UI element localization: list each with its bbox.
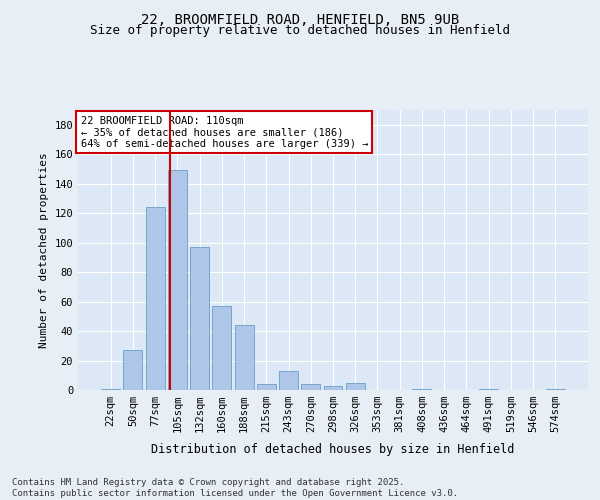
Bar [323,386,343,390]
Bar [346,382,365,390]
Bar [412,388,431,390]
Bar [146,208,164,390]
Text: Contains HM Land Registry data © Crown copyright and database right 2025.
Contai: Contains HM Land Registry data © Crown c… [12,478,458,498]
Bar [212,306,231,390]
Bar [546,388,565,390]
Bar [257,384,276,390]
Y-axis label: Number of detached properties: Number of detached properties [39,152,49,348]
Bar [301,384,320,390]
Bar [101,388,120,390]
Bar [124,350,142,390]
Text: 22 BROOMFIELD ROAD: 110sqm
← 35% of detached houses are smaller (186)
64% of sem: 22 BROOMFIELD ROAD: 110sqm ← 35% of deta… [80,116,368,149]
Bar [235,325,254,390]
Bar [168,170,187,390]
Text: Size of property relative to detached houses in Henfield: Size of property relative to detached ho… [90,24,510,37]
Bar [190,247,209,390]
Text: 22, BROOMFIELD ROAD, HENFIELD, BN5 9UB: 22, BROOMFIELD ROAD, HENFIELD, BN5 9UB [141,12,459,26]
Bar [479,388,498,390]
Text: Distribution of detached houses by size in Henfield: Distribution of detached houses by size … [151,442,515,456]
Bar [279,371,298,390]
